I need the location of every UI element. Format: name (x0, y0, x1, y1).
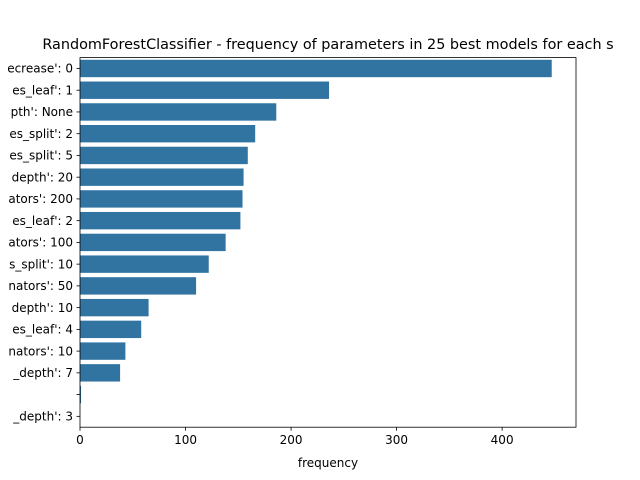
y-tick-label: es_leaf': 2 (12, 214, 73, 228)
bar (80, 168, 244, 186)
bar (80, 320, 142, 339)
y-tick-label: ators': 200 (8, 192, 73, 206)
y-tick-label: s_split': 10 (9, 257, 73, 271)
bar (80, 124, 256, 143)
y-tick-labels: ecrease': 0 es_leaf': 1 pth': None es_split… (7, 62, 80, 424)
x-tick-label: 200 (280, 433, 303, 447)
bar (80, 255, 209, 273)
y-tick-label: nators': 50 (8, 279, 73, 293)
x-tick-label: 100 (174, 433, 197, 447)
y-tick-label: _depth': 3 (12, 410, 73, 424)
bar (80, 190, 243, 208)
y-tick-label: es_split': 2 (9, 127, 73, 141)
plot-frame (79, 57, 577, 428)
bar (80, 385, 82, 404)
y-tick-label: depth': 20 (12, 170, 73, 184)
y-tick-label: nators': 10 (8, 344, 73, 358)
y-tick-label: es_leaf': 1 (12, 83, 73, 97)
bar (80, 146, 248, 165)
y-tick-label: es_split': 5 (9, 149, 73, 163)
bar (80, 364, 121, 382)
bar (80, 103, 277, 121)
y-tick-label: _depth': 7 (12, 366, 73, 380)
chart-title: RandomForestClassifier - frequency of pa… (42, 37, 613, 53)
bars-group (80, 59, 552, 404)
y-tick-label: es_leaf': 4 (12, 323, 73, 337)
bar (80, 342, 126, 360)
x-tick-label: 300 (385, 433, 408, 447)
y-tick-label: depth': 10 (12, 301, 73, 315)
x-axis-label: frequency (298, 456, 358, 470)
x-tick-label: 0 (76, 433, 84, 447)
y-tick-label: ators': 100 (8, 236, 73, 250)
x-tick-label: 400 (491, 433, 514, 447)
y-tick-label: pth': None (11, 105, 73, 119)
bar (80, 81, 330, 99)
bar (80, 211, 241, 230)
bar (80, 298, 149, 317)
bar (80, 277, 197, 295)
bar (80, 59, 552, 78)
x-ticks: 0 100 200 300 400 (76, 427, 514, 447)
bar (80, 233, 226, 252)
y-tick-label: ecrease': 0 (7, 62, 73, 76)
